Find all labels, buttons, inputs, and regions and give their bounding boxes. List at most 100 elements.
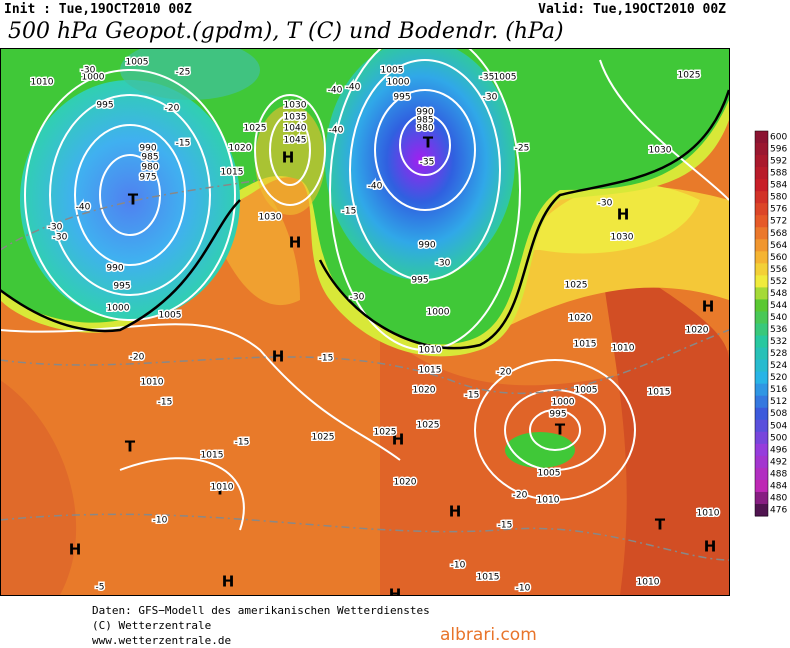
contour-label: -35 — [480, 73, 495, 83]
legend-swatch — [755, 275, 768, 288]
legend-swatch — [755, 491, 768, 505]
contour-label: 1025 — [678, 71, 701, 81]
contour-label: 995 — [411, 276, 428, 286]
legend-swatch — [755, 323, 768, 337]
legend-swatch — [755, 311, 768, 324]
legend-swatch — [755, 251, 768, 264]
contour-label: -30 — [483, 93, 498, 103]
contour-label: 1005 — [126, 58, 149, 68]
legend-label: 568 — [770, 229, 787, 239]
contour-label: 995 — [113, 282, 130, 292]
contour-label: 1025 — [374, 428, 397, 438]
legend-label: 580 — [770, 193, 787, 203]
legend-label: 552 — [770, 277, 787, 287]
legend-label: 596 — [770, 145, 787, 155]
pressure-center: H — [222, 573, 235, 591]
legend-label: 544 — [770, 301, 787, 311]
legend-label: 504 — [770, 421, 787, 431]
contour-label: 1020 — [229, 144, 252, 154]
legend-label: 496 — [770, 445, 787, 455]
contour-label: -30 — [598, 199, 613, 209]
legend-label: 516 — [770, 385, 787, 395]
legend-swatch — [755, 215, 768, 228]
contour-label: -25 — [515, 144, 530, 154]
contour-label: -5 — [96, 583, 105, 593]
contour-label: 1015 — [574, 340, 597, 350]
contour-label: -15 — [498, 521, 513, 531]
legend-label: 512 — [770, 397, 787, 407]
legend-swatch — [755, 143, 768, 156]
legend-label: 560 — [770, 253, 787, 263]
contour-label: -20 — [497, 368, 512, 378]
contour-label: -30 — [81, 66, 96, 76]
legend-swatch — [755, 443, 768, 457]
contour-label: 990 — [139, 144, 156, 154]
contour-label: 1015 — [419, 366, 442, 376]
legend-label: 484 — [770, 481, 787, 491]
contour-label: 1005 — [575, 386, 598, 396]
contour-label: -40 — [328, 86, 343, 96]
legend-swatch — [755, 155, 768, 168]
init-time: Init : Tue,19OCT2010 00Z — [4, 2, 192, 17]
contour-label: 1010 — [211, 483, 234, 493]
legend-label: 540 — [770, 313, 787, 323]
contour-label: 1030 — [284, 101, 307, 111]
contour-label: 1020 — [569, 314, 592, 324]
legend-swatch — [755, 479, 768, 493]
contour-label: 1005 — [381, 66, 404, 76]
contour-label: -15 — [319, 354, 334, 364]
contour-label: -10 — [153, 516, 168, 526]
contour-label: 1010 — [537, 496, 560, 506]
legend-swatch — [755, 263, 768, 276]
legend-label: 492 — [770, 457, 787, 467]
contour-label: -40 — [368, 182, 383, 192]
contour-label: -25 — [176, 68, 191, 78]
contour-label: -15 — [342, 207, 357, 217]
pressure-center: T — [423, 134, 434, 152]
contour-label: 1000 — [82, 73, 105, 83]
contour-label: -40 — [346, 83, 361, 93]
contour-label: 1010 — [141, 378, 164, 388]
legend-label: 500 — [770, 433, 787, 443]
pressure-center: H — [389, 586, 402, 604]
legend-swatch — [755, 203, 768, 216]
contour-label: 1045 — [284, 136, 307, 146]
legend-swatch — [755, 347, 768, 361]
contour-label: -30 — [436, 259, 451, 269]
contour-label: 980 — [416, 124, 433, 134]
contour-label: 1025 — [565, 281, 588, 291]
contour-label: -15 — [235, 438, 250, 448]
pressure-center: H — [702, 298, 715, 316]
contour-label: 1005 — [538, 469, 561, 479]
legend-swatch — [755, 407, 768, 421]
contour-label: -35 — [420, 158, 435, 168]
contour-label: 1030 — [649, 146, 672, 156]
contour-label: 1015 — [201, 451, 224, 461]
footer-copyright: (C) Wetterzentrale — [92, 619, 211, 632]
pressure-center: H — [272, 348, 285, 366]
contour-label: -30 — [350, 293, 365, 303]
legend-label: 508 — [770, 409, 787, 419]
watermark: albrari.com — [440, 625, 537, 645]
legend-swatch — [755, 431, 768, 445]
contour-label: -10 — [451, 561, 466, 571]
contour-label: 985 — [141, 153, 158, 163]
legend-swatch — [755, 371, 768, 385]
contour-label: 1030 — [259, 213, 282, 223]
legend-label: 584 — [770, 181, 787, 191]
contour-label: 1000 — [387, 78, 410, 88]
contour-label: -40 — [329, 126, 344, 136]
legend-label: 556 — [770, 265, 787, 275]
pressure-center: H — [282, 149, 295, 167]
contour-label: 1025 — [417, 421, 440, 431]
contour-label: 995 — [393, 93, 410, 103]
pressure-center: T — [125, 438, 136, 456]
contour-label: 985 — [416, 116, 433, 126]
pressure-center: H — [69, 541, 82, 559]
legend-label: 528 — [770, 349, 787, 359]
pressure-center: T — [215, 481, 226, 499]
contour-label: 1015 — [648, 388, 671, 398]
contour-label: 1035 — [284, 113, 307, 123]
legend-label: 588 — [770, 169, 787, 179]
legend-swatch — [755, 383, 768, 397]
